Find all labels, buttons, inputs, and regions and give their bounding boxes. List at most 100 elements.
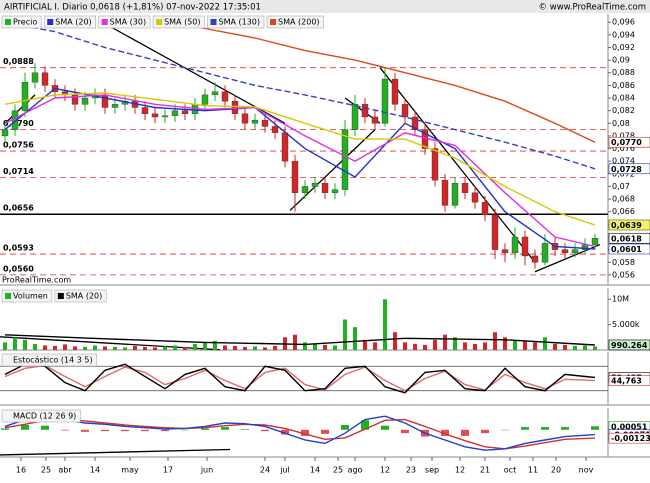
candle-body <box>341 129 349 190</box>
candle-body <box>351 104 359 130</box>
series-line <box>4 415 596 451</box>
bar <box>541 427 549 430</box>
candle-body <box>281 132 289 162</box>
x-tick-label: oct <box>504 466 516 475</box>
x-tick-label: sep <box>425 466 439 475</box>
bar <box>41 425 49 430</box>
bar <box>23 339 27 350</box>
value-label-box <box>608 339 650 351</box>
level-label-bg <box>1 243 31 253</box>
bar <box>121 429 129 432</box>
bar <box>301 429 309 436</box>
bar <box>523 340 527 350</box>
header-bar <box>0 0 650 13</box>
value-label-box <box>608 163 650 175</box>
series-line <box>4 363 596 394</box>
level-label: 0,0560 <box>3 264 34 273</box>
candle-body <box>301 186 309 193</box>
level-label: 0,0714 <box>3 167 34 176</box>
level-label: 0,0888 <box>3 57 34 66</box>
value-label: 0,0728 <box>611 165 642 174</box>
bar <box>341 425 349 430</box>
bar <box>323 344 327 350</box>
candle-body <box>101 94 109 108</box>
bar <box>141 429 149 432</box>
x-tick-label: nov <box>579 466 594 475</box>
legend-label: SMA (30) <box>110 18 146 27</box>
x-tick-label: 12 <box>380 466 390 475</box>
bar <box>591 426 599 430</box>
legend-label: Precio <box>13 18 37 27</box>
bar <box>163 346 167 350</box>
candle-body <box>161 115 169 118</box>
bar <box>241 429 249 430</box>
series-line <box>174 21 596 143</box>
candle-body <box>561 249 569 253</box>
level-label-bg <box>1 263 31 273</box>
x-tick-label: 25 <box>333 466 343 475</box>
candle-body <box>201 94 209 105</box>
bar <box>1 428 9 430</box>
watermark: ProRealTime.com <box>2 276 71 285</box>
bar <box>93 345 97 350</box>
y-tick-label: 0,07 <box>612 182 630 191</box>
bar <box>243 346 247 350</box>
bar <box>521 427 529 430</box>
y-tick-label: 0,092 <box>612 43 635 52</box>
y-tick-label: 0,088 <box>612 68 635 77</box>
legend-swatch <box>101 19 108 25</box>
x-tick-label: may <box>121 466 139 475</box>
bar <box>83 346 87 350</box>
bar <box>3 342 7 350</box>
bar <box>233 345 237 350</box>
legend-box <box>43 15 96 29</box>
level-label-bg <box>1 56 31 66</box>
x-tick-label: 14 <box>310 466 320 475</box>
candle-body <box>451 183 459 206</box>
bar <box>381 425 389 430</box>
bar <box>461 429 469 436</box>
bar <box>223 345 227 350</box>
bar <box>373 342 377 350</box>
bar <box>433 339 437 350</box>
x-tick-label: 21 <box>480 466 490 475</box>
series-line <box>4 87 596 250</box>
candle-body <box>181 110 189 115</box>
candle-body <box>391 78 399 105</box>
y-tick-label: 0,096 <box>612 18 635 27</box>
bar <box>103 346 107 350</box>
legend-swatch <box>57 293 64 299</box>
bar <box>353 327 357 350</box>
value-label: 0,0770 <box>611 138 642 147</box>
series-line <box>4 92 596 226</box>
bar <box>553 343 557 350</box>
level-label-bg <box>1 166 31 176</box>
bar <box>21 425 29 430</box>
legend-box <box>266 15 324 29</box>
legend-label: SMA (20) <box>66 292 102 301</box>
value-label-box <box>608 432 650 444</box>
candle-body <box>41 72 49 86</box>
legend-box <box>98 15 151 29</box>
header-source: © www.ProRealTime.com <box>539 3 646 13</box>
value-label: 44,763 <box>611 377 642 386</box>
candle-body <box>241 113 249 124</box>
y-tick-label: 0,086 <box>612 81 635 90</box>
candle-body <box>1 129 9 137</box>
level-label-bg <box>1 203 31 213</box>
x-tick-label: 23 <box>406 466 416 475</box>
legend-box <box>152 15 205 29</box>
bar <box>33 343 37 350</box>
candle-body <box>501 249 509 253</box>
candle-body <box>291 160 299 193</box>
candle-body <box>441 179 449 206</box>
value-label: 0,0618 <box>611 234 642 243</box>
bar <box>533 342 537 350</box>
bar <box>213 340 217 350</box>
bar <box>563 344 567 350</box>
candle-body <box>271 126 279 133</box>
y-tick-label: 0,074 <box>612 157 635 166</box>
level-label-bg <box>1 140 31 150</box>
candle-body <box>531 255 539 263</box>
